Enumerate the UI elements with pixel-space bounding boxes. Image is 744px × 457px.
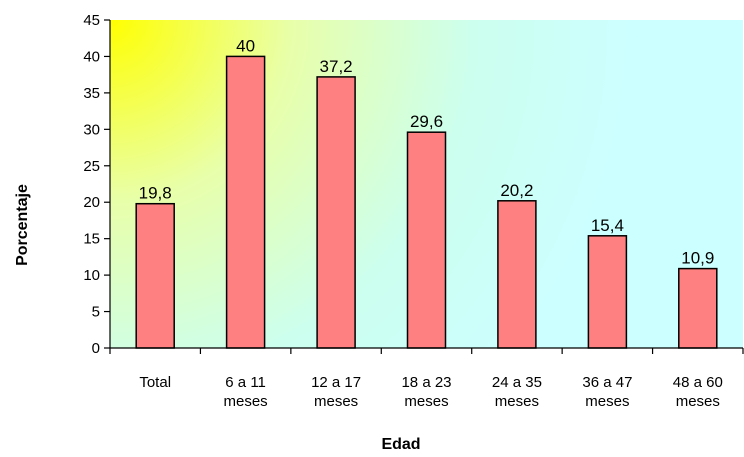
data-label-5: 15,4 — [591, 216, 624, 235]
y-tick-label-3: 15 — [83, 231, 100, 248]
y-axis-title: Porcentaje — [14, 184, 31, 266]
y-tick-label-4: 20 — [83, 194, 100, 211]
x-category-label-6: 48 a 60 meses — [673, 374, 723, 410]
x-category-label-3: 18 a 23 meses — [401, 374, 451, 410]
bar-6 — [678, 267, 718, 349]
bar-2 — [316, 76, 356, 349]
x-axis-title: Edad — [381, 436, 420, 453]
data-label-3: 29,6 — [410, 112, 443, 131]
bar-5 — [587, 235, 628, 349]
x-category-label-0: Total — [139, 374, 171, 391]
bar-1 — [225, 55, 266, 349]
bar-4 — [497, 200, 537, 349]
x-category-label-2: 12 a 17 meses — [311, 374, 361, 410]
y-tick-label-9: 45 — [83, 12, 100, 29]
y-tick-label-2: 10 — [83, 267, 100, 284]
y-tick-label-5: 25 — [83, 158, 100, 175]
data-label-4: 20,2 — [500, 181, 533, 200]
y-tick-label-6: 30 — [83, 121, 100, 138]
axes-layer — [104, 19, 744, 354]
x-category-label-5: 36 a 47 meses — [582, 374, 632, 410]
y-tick-label-1: 5 — [92, 304, 100, 321]
y-tick-label-0: 0 — [92, 340, 100, 357]
labels-layer: 19,8 40 37,2 29,6 20,2 15,4 10,9 0 5 10 15 20 25 30 35… — [83, 12, 723, 410]
bar-0 — [135, 202, 175, 349]
data-label-0: 19,8 — [139, 184, 172, 203]
y-tick-label-8: 40 — [83, 48, 100, 65]
x-category-label-1: 6 a 11 meses — [224, 374, 268, 410]
data-label-2: 37,2 — [320, 57, 353, 76]
y-tick-label-7: 35 — [83, 85, 100, 102]
x-category-label-4: 24 a 35 meses — [492, 374, 542, 410]
bars-layer — [135, 55, 718, 349]
data-label-1: 40 — [236, 36, 255, 55]
data-label-6: 10,9 — [681, 249, 714, 268]
bar-3 — [406, 131, 447, 349]
